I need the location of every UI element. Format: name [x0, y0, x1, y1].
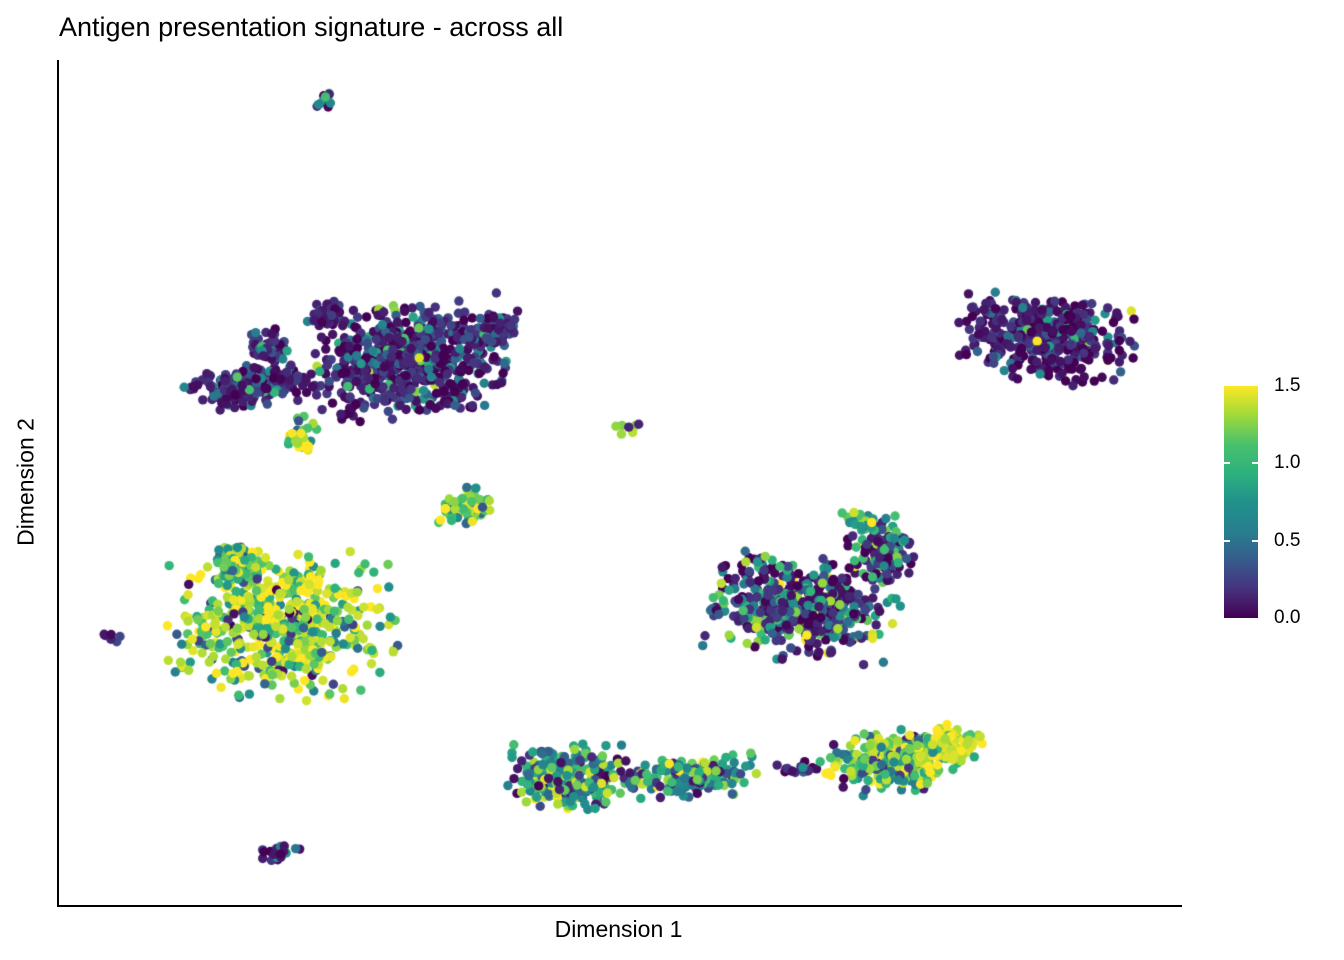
scatter-points-canvas: [59, 60, 1182, 905]
colorbar-gradient: [1224, 386, 1258, 618]
colorbar-tick-label: 1.5: [1274, 375, 1301, 396]
x-axis-label: Dimension 1: [554, 916, 683, 942]
colorbar-tick: [1224, 462, 1230, 465]
colorbar-tick-label: 0.0: [1274, 607, 1301, 628]
colorbar-tick-label: 0.5: [1274, 529, 1301, 551]
colorbar-tick: [1252, 539, 1258, 542]
y-axis-label: Dimension 2: [12, 418, 39, 546]
colorbar-tick: [1252, 462, 1258, 465]
colorbar-legend: 1.5 1.0 0.5 0.0: [1224, 375, 1344, 628]
colorbar-tick-label: 1.0: [1274, 452, 1301, 474]
plot-panel: [57, 60, 1182, 907]
colorbar-tick: [1224, 539, 1230, 542]
chart-title: Antigen presentation signature - across …: [59, 12, 564, 42]
